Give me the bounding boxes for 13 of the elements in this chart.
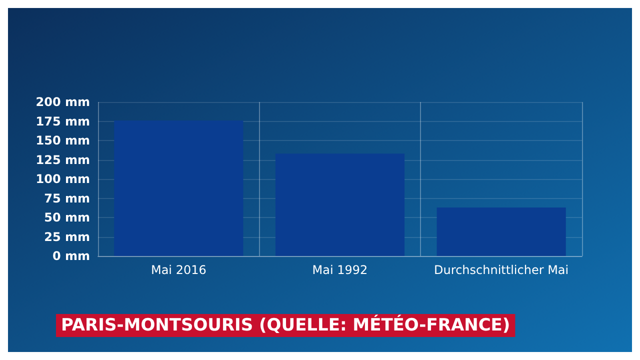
y-tick-label: 200 mm: [36, 95, 90, 109]
x-tick-label: Mai 2016: [150, 263, 206, 277]
x-tick-label: Mai 1992: [312, 263, 368, 277]
y-tick-label: 175 mm: [36, 114, 90, 128]
y-tick-label: 125 mm: [36, 152, 90, 167]
y-tick-label: 75 mm: [44, 191, 90, 206]
x-tick-label: Durchschnittlicher Mai: [434, 263, 569, 277]
y-tick-label: 0 mm: [52, 249, 90, 263]
text: PARIS-MONTSOURIS (QUELLE: MÉTÉO-FRANCE): [61, 314, 510, 336]
y-tick-label: 50 mm: [44, 210, 90, 224]
y-tick-label: 25 mm: [44, 230, 90, 244]
y-tick-label: 100 mm: [36, 172, 90, 186]
y-tick-label: 150 mm: [36, 134, 90, 148]
